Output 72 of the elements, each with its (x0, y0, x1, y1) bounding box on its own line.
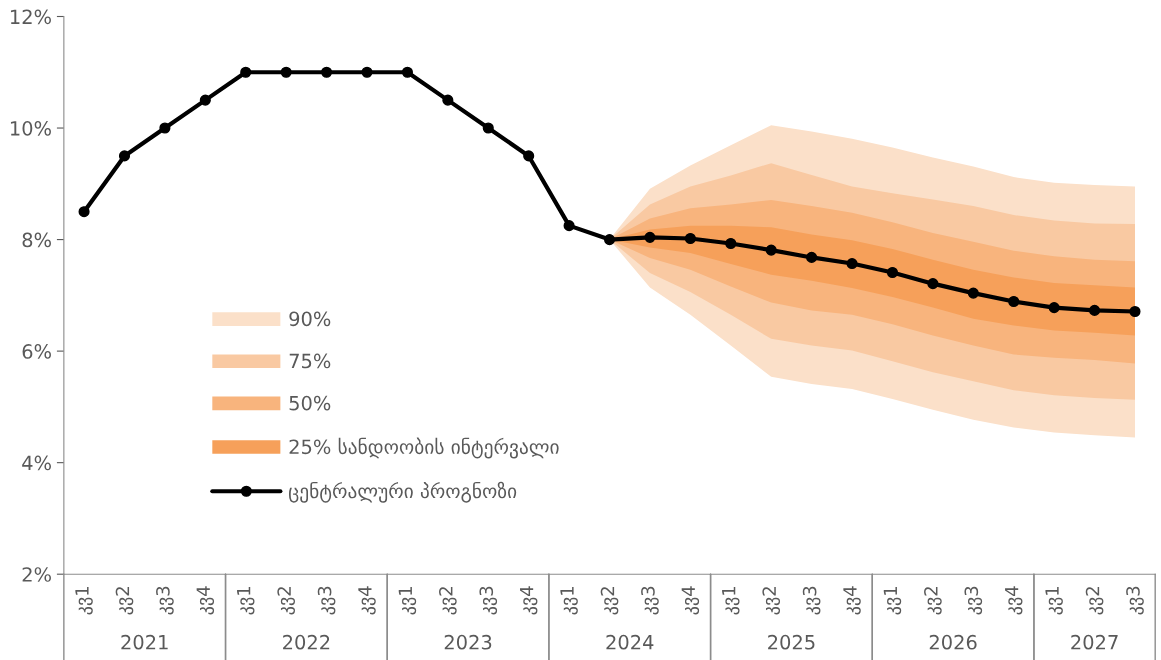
point (159, 122, 171, 134)
x-tick-label: კვ1 (560, 586, 578, 615)
x-tick-label: კვ2 (924, 587, 942, 615)
x-tick-label: კვ4 (520, 586, 538, 615)
point (886, 266, 899, 279)
text: 2021 (121, 634, 168, 650)
point (806, 251, 818, 263)
point (846, 258, 858, 270)
y-tick-label: 10% (10, 121, 51, 136)
x-tick-label: კვ4 (358, 586, 376, 615)
x-tick-label: კვ1 (75, 586, 93, 615)
legend-label: 75% (289, 353, 331, 369)
x-tick-label: კვ1 (237, 586, 255, 615)
text: 2025 (768, 634, 815, 650)
point (1048, 302, 1060, 314)
legend-label: 50% (289, 395, 331, 411)
point (563, 220, 575, 232)
x-tick-label: კვ1 (722, 586, 740, 615)
point (321, 66, 333, 78)
y-tick-label: 2% (22, 567, 51, 582)
point (523, 150, 535, 162)
text: 2023 (444, 634, 492, 650)
point (765, 244, 777, 256)
x-tick-label: კვ3 (1126, 586, 1144, 615)
point (280, 66, 292, 78)
point (199, 94, 211, 106)
x-tick-label: კვ2 (439, 587, 457, 615)
text: 2022 (283, 634, 330, 650)
legend-label: 90% (289, 311, 331, 327)
point (967, 287, 979, 299)
x-tick-label: კვ3 (964, 586, 983, 615)
point (240, 66, 252, 78)
y-tick-label: 6% (22, 344, 51, 359)
x-tick-label: კვ1 (1045, 586, 1063, 615)
x-tick-label: კვ2 (762, 587, 781, 615)
point (78, 206, 90, 218)
point (442, 94, 454, 106)
x-tick-label: კვ3 (479, 586, 498, 615)
point (644, 231, 656, 243)
x-tick-label: კვ2 (600, 587, 619, 615)
x-tick-label: კვ2 (115, 587, 134, 615)
point (725, 237, 737, 250)
x-tick-label: კვ3 (641, 586, 659, 615)
y-tick-label: 12% (10, 9, 51, 25)
point (401, 66, 413, 78)
text: 2027 (1071, 634, 1118, 650)
x-tick-label: კვ1 (883, 586, 902, 615)
point (482, 122, 494, 134)
x-tick-label: კვ4 (1005, 586, 1023, 615)
y-tick-label: 8% (22, 232, 51, 248)
x-tick-label: კვ2 (1085, 587, 1104, 615)
text: 2024 (606, 634, 654, 650)
x-tick-label: კვ2 (277, 587, 295, 615)
text: 2026 (929, 634, 977, 650)
x-tick-label: კვ4 (196, 586, 215, 615)
x-tick-label: კვ3 (156, 586, 174, 615)
point (603, 234, 616, 246)
point (927, 278, 939, 290)
y-tick-label: 4% (22, 455, 51, 471)
point (1008, 295, 1020, 308)
legend-label: 25% სანდოობის ინტერვალი (289, 437, 559, 459)
point (684, 232, 696, 245)
point (118, 150, 131, 162)
x-tick-label: კვ4 (843, 586, 861, 615)
x-tick-label: კვ1 (398, 586, 417, 615)
x-tick-label: კვ3 (802, 586, 821, 615)
point (1089, 304, 1101, 316)
x-tick-label: კვ3 (317, 586, 336, 615)
legend-label: ცენტრალური პროგნოზი (289, 481, 517, 503)
point (361, 66, 373, 78)
x-tick-label: კვ4 (681, 586, 700, 615)
point (1129, 305, 1141, 318)
